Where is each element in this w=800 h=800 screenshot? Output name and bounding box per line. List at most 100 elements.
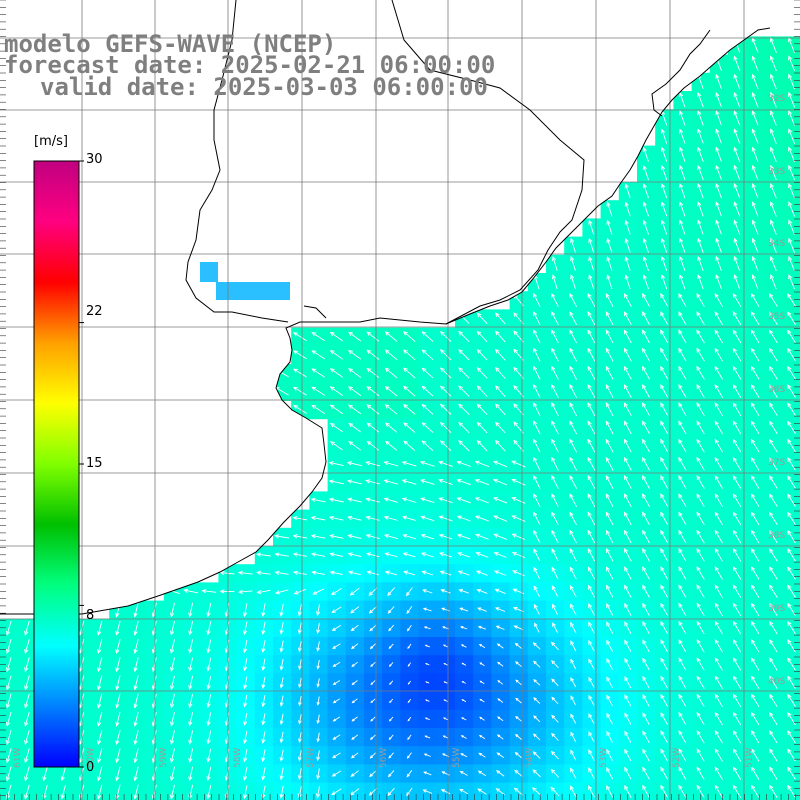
- wind-arrow: [479, 662, 485, 667]
- wind-arrow: [751, 566, 760, 580]
- wind-arrow: [624, 566, 632, 580]
- wind-arrow: [624, 420, 632, 435]
- wind-arrow: [623, 292, 632, 307]
- wind-arrow: [642, 694, 650, 707]
- wind-speed-cell: [509, 782, 529, 800]
- wind-arrow: [570, 237, 576, 253]
- wind-arrow: [715, 255, 722, 272]
- wind-arrow: [660, 201, 668, 217]
- colorbar-tick-label: 22: [86, 304, 103, 319]
- wind-arrow: [606, 219, 613, 235]
- wind-arrow: [751, 55, 759, 72]
- wind-arrow: [420, 533, 435, 540]
- wind-arrow: [551, 456, 559, 471]
- longitude-label: 56W: [379, 748, 389, 768]
- wind-arrow: [769, 365, 778, 380]
- wind-arrow: [332, 643, 341, 649]
- wind-arrow: [769, 620, 778, 635]
- wind-arrow: [696, 766, 705, 780]
- wind-arrow: [788, 55, 796, 72]
- wind-arrow: [714, 620, 723, 635]
- wind-arrow: [443, 699, 448, 702]
- wind-arrow: [421, 440, 434, 452]
- wind-arrow: [311, 368, 326, 378]
- wind-arrow: [732, 420, 742, 435]
- wind-speed-cell: [764, 782, 784, 800]
- wind-arrow: [769, 420, 778, 435]
- wind-arrow: [697, 256, 704, 271]
- wind-arrow: [533, 420, 541, 435]
- wind-arrow: [678, 784, 687, 799]
- wind-arrow: [624, 274, 631, 290]
- wind-arrow: [350, 624, 359, 632]
- wind-speed-cell: [527, 782, 547, 800]
- wind-arrow: [660, 730, 668, 744]
- wind-arrow: [438, 515, 453, 522]
- wind-arrow: [697, 128, 704, 144]
- wind-arrow: [477, 607, 487, 612]
- wind-arrow: [715, 73, 722, 90]
- wind-arrow: [660, 128, 668, 144]
- wind-arrow: [292, 515, 308, 521]
- wind-arrow: [348, 349, 362, 360]
- wind-arrow: [678, 657, 687, 671]
- wind-arrow: [311, 350, 326, 360]
- wind-arrow: [328, 479, 344, 485]
- wind-arrow: [298, 714, 302, 725]
- wind-arrow: [279, 731, 284, 744]
- wind-arrow: [642, 183, 649, 199]
- wind-speed-cell: [655, 782, 674, 800]
- wind-arrow: [624, 694, 632, 707]
- wind-arrow: [569, 529, 577, 544]
- wind-arrow: [515, 679, 522, 686]
- wind-arrow: [97, 766, 103, 782]
- wind-arrow: [292, 552, 307, 557]
- wind-arrow: [424, 663, 430, 666]
- wind-arrow: [456, 479, 471, 486]
- wind-arrow: [242, 603, 248, 618]
- wind-arrow: [751, 639, 760, 653]
- wind-arrow: [750, 402, 760, 417]
- wind-arrow: [494, 588, 506, 595]
- wind-arrow: [750, 438, 760, 453]
- wind-arrow: [642, 529, 650, 544]
- wind-speed-cell: [618, 782, 638, 800]
- wind-arrow: [569, 566, 577, 580]
- wind-arrow: [423, 753, 431, 757]
- wind-arrow: [678, 602, 687, 617]
- wind-arrow: [624, 183, 631, 199]
- wind-arrow: [696, 529, 705, 544]
- wind-arrow: [351, 698, 358, 704]
- wind-arrow: [751, 493, 760, 507]
- wind-arrow: [403, 440, 416, 451]
- wind-speed-cell: [782, 200, 800, 219]
- wind-speed-cell: [709, 782, 729, 800]
- wind-arrow: [243, 658, 248, 672]
- wind-arrow: [533, 603, 540, 615]
- wind-arrow: [769, 73, 777, 90]
- wind-arrow: [350, 643, 359, 650]
- wind-arrow: [570, 256, 576, 271]
- wind-arrow: [787, 420, 796, 435]
- wind-arrow: [714, 475, 723, 489]
- wind-arrow: [279, 603, 284, 617]
- wind-arrow: [384, 422, 398, 433]
- wind-arrow: [514, 751, 523, 759]
- wind-arrow: [660, 493, 669, 508]
- wind-arrow: [696, 712, 705, 726]
- wind-arrow: [370, 716, 376, 722]
- wind-arrow: [388, 624, 395, 632]
- wind-arrow: [256, 552, 271, 557]
- latitude-label: 33S: [768, 167, 785, 177]
- wind-arrow: [279, 767, 284, 781]
- wind-arrow: [787, 511, 796, 526]
- wind-arrow: [714, 693, 723, 708]
- wind-arrow: [605, 438, 614, 453]
- wind-arrow: [660, 511, 669, 526]
- wind-arrow: [169, 748, 175, 764]
- wind-arrow: [787, 620, 796, 635]
- wind-arrow: [678, 748, 687, 762]
- wind-arrow: [660, 274, 668, 290]
- wind-arrow: [348, 386, 362, 397]
